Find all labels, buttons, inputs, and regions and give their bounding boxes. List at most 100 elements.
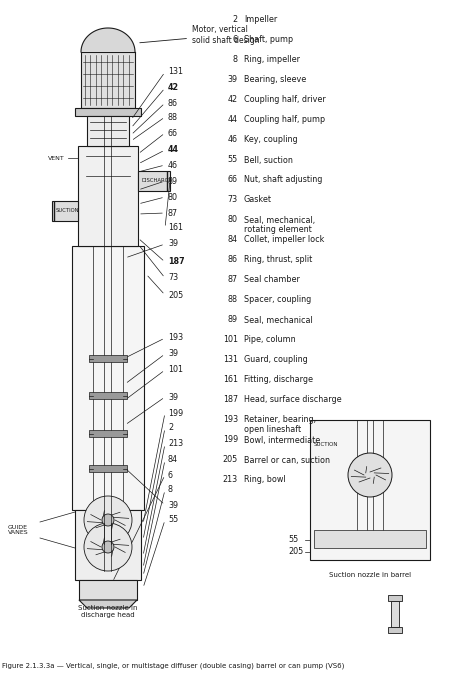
Text: 44: 44: [168, 146, 179, 155]
Text: 73: 73: [228, 195, 238, 205]
Text: 213: 213: [223, 475, 238, 485]
Text: Nut, shaft adjusting: Nut, shaft adjusting: [244, 176, 322, 184]
Bar: [138, 171, 170, 191]
Text: Suction nozzle in
discharge head: Suction nozzle in discharge head: [78, 605, 138, 618]
Bar: [310, 420, 430, 560]
Text: 73: 73: [168, 273, 178, 283]
Text: 86: 86: [228, 256, 238, 264]
Bar: [89, 465, 127, 472]
Polygon shape: [79, 600, 137, 608]
Text: 84: 84: [168, 456, 178, 464]
Text: Pipe, column: Pipe, column: [244, 336, 296, 344]
Text: Coupling half, pump: Coupling half, pump: [244, 115, 325, 125]
Bar: [72, 246, 144, 510]
Bar: [89, 392, 127, 399]
Text: 6: 6: [168, 471, 173, 479]
Text: 46: 46: [228, 136, 238, 144]
Text: 39: 39: [168, 239, 178, 249]
Text: Ring, thrust, split: Ring, thrust, split: [244, 256, 312, 264]
Text: Shaft, pump: Shaft, pump: [244, 35, 293, 45]
Text: 55: 55: [168, 515, 178, 525]
Bar: [87, 116, 129, 146]
Bar: [81, 52, 135, 108]
Text: 187: 187: [168, 258, 185, 266]
Text: Impeller: Impeller: [244, 16, 277, 24]
Bar: [391, 601, 399, 627]
Circle shape: [84, 496, 132, 544]
Text: Ring, bowl: Ring, bowl: [244, 475, 286, 485]
Text: Figure 2.1.3.3a — Vertical, single, or multistage diffuser (double casing) barre: Figure 2.1.3.3a — Vertical, single, or m…: [2, 663, 345, 669]
Text: 39: 39: [168, 393, 178, 401]
Bar: [388, 595, 402, 601]
Text: SUCTION: SUCTION: [314, 443, 338, 447]
Text: VENT: VENT: [48, 155, 65, 161]
Text: 86: 86: [168, 98, 178, 108]
Text: 80: 80: [228, 216, 238, 224]
Text: 2: 2: [168, 424, 173, 433]
Text: Collet, impeller lock: Collet, impeller lock: [244, 235, 324, 245]
Text: 6: 6: [233, 35, 238, 45]
Text: 44: 44: [228, 115, 238, 125]
Bar: [89, 355, 127, 362]
Text: Bell, suction: Bell, suction: [244, 155, 293, 165]
Text: 89: 89: [168, 176, 178, 186]
Text: 42: 42: [168, 83, 179, 92]
Text: 187: 187: [223, 395, 238, 405]
Text: Coupling half, driver: Coupling half, driver: [244, 96, 326, 104]
Text: 88: 88: [168, 113, 178, 121]
Bar: [314, 530, 426, 548]
Circle shape: [102, 541, 114, 553]
Text: 131: 131: [168, 68, 183, 77]
Text: 87: 87: [168, 209, 178, 218]
Text: 39: 39: [168, 500, 178, 509]
Bar: [52, 201, 78, 221]
Bar: [78, 146, 138, 246]
Bar: [89, 430, 127, 437]
Text: 66: 66: [168, 129, 178, 138]
Text: Seal, mechanical: Seal, mechanical: [244, 315, 313, 325]
Text: 87: 87: [228, 275, 238, 285]
Text: Motor, vertical
solid shaft design: Motor, vertical solid shaft design: [140, 25, 260, 45]
Text: 80: 80: [168, 193, 178, 201]
Text: 213: 213: [168, 439, 183, 449]
Text: 66: 66: [228, 176, 238, 184]
Text: 84: 84: [228, 235, 238, 245]
Text: Head, surface discharge: Head, surface discharge: [244, 395, 342, 405]
Text: 193: 193: [223, 416, 238, 424]
Text: GUIDE
VANES: GUIDE VANES: [8, 525, 28, 536]
Bar: [75, 108, 141, 116]
Text: Spacer, coupling: Spacer, coupling: [244, 296, 311, 304]
Text: Seal, mechanical,: Seal, mechanical,: [244, 216, 315, 224]
Text: 161: 161: [168, 224, 183, 233]
Text: Bearing, sleeve: Bearing, sleeve: [244, 75, 306, 85]
Text: Guard, coupling: Guard, coupling: [244, 355, 308, 365]
Text: open lineshaft: open lineshaft: [244, 424, 301, 433]
Text: 101: 101: [223, 336, 238, 344]
Text: 55: 55: [228, 155, 238, 165]
Text: 88: 88: [228, 296, 238, 304]
Text: Key, coupling: Key, coupling: [244, 136, 298, 144]
Text: 101: 101: [168, 365, 183, 374]
Bar: [75, 510, 141, 580]
Text: SUCTION: SUCTION: [56, 209, 80, 214]
Text: 2: 2: [233, 16, 238, 24]
Text: 205: 205: [223, 456, 238, 464]
Text: 131: 131: [223, 355, 238, 365]
Text: rotating element: rotating element: [244, 224, 312, 233]
Text: 39: 39: [168, 349, 178, 359]
Text: 8: 8: [168, 485, 173, 494]
Circle shape: [84, 523, 132, 571]
Text: Bowl, intermediate: Bowl, intermediate: [244, 435, 320, 445]
Text: 193: 193: [168, 334, 183, 342]
Text: Retainer, bearing,: Retainer, bearing,: [244, 416, 316, 424]
Text: Fitting, discharge: Fitting, discharge: [244, 376, 313, 384]
Text: 39: 39: [228, 75, 238, 85]
Text: 89: 89: [228, 315, 238, 325]
Text: Barrel or can, suction: Barrel or can, suction: [244, 456, 330, 464]
Text: Seal chamber: Seal chamber: [244, 275, 300, 285]
Text: 42: 42: [228, 96, 238, 104]
Text: Ring, impeller: Ring, impeller: [244, 56, 300, 64]
Text: Suction nozzle in barrel: Suction nozzle in barrel: [329, 572, 411, 578]
Bar: [388, 627, 402, 633]
Text: 205: 205: [168, 290, 183, 300]
